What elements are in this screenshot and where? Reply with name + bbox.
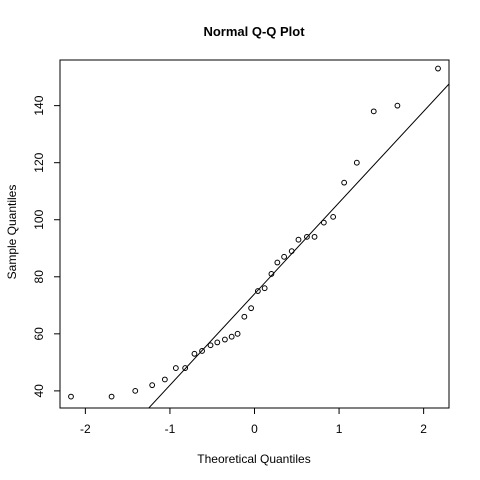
qq-reference-line (148, 83, 449, 408)
x-tick-label: -1 (165, 422, 176, 436)
data-point (394, 102, 401, 109)
plot-frame (59, 59, 450, 409)
data-point (261, 285, 268, 292)
data-point (68, 393, 74, 400)
data-point (370, 108, 377, 115)
data-point (199, 348, 205, 354)
data-point (182, 365, 189, 371)
data-point (274, 259, 281, 266)
data-point (254, 288, 261, 294)
y-axis-label: Sample Quantiles (5, 185, 19, 280)
data-point (207, 342, 214, 349)
x-axis: -2 -1 0 1 2 (80, 408, 427, 436)
data-point (241, 313, 248, 320)
data-point (234, 330, 241, 337)
data-point (295, 236, 302, 243)
data-point (311, 233, 318, 240)
data-point (214, 339, 221, 346)
data-point (320, 219, 327, 226)
y-axis: 40 60 80 100 120 140 (32, 95, 60, 398)
data-point (330, 213, 337, 220)
data-point (172, 365, 179, 371)
data-point (248, 305, 255, 312)
x-tick-label: 2 (420, 422, 427, 436)
data-point (161, 376, 168, 383)
x-axis-label: Theoretical Quantiles (197, 452, 310, 466)
data-point (191, 350, 198, 357)
data-points (68, 65, 441, 400)
x-tick-label: 1 (336, 422, 343, 436)
data-point (228, 333, 235, 340)
data-point (288, 248, 295, 255)
data-point (132, 387, 139, 394)
x-tick-label: 0 (251, 422, 258, 436)
y-tick-label: 140 (32, 95, 46, 115)
data-point (435, 65, 441, 72)
y-tick-label: 100 (32, 209, 46, 229)
data-point (108, 393, 115, 400)
y-tick-label: 80 (32, 270, 46, 284)
data-point (222, 336, 228, 343)
y-tick-label: 60 (32, 327, 46, 341)
data-point (268, 271, 275, 277)
y-tick-label: 40 (32, 384, 46, 398)
data-point (149, 382, 156, 389)
chart-title: Normal Q-Q Plot (203, 24, 305, 39)
plot-layer: -2 -1 0 1 2 40 60 80 100 120 140 (32, 59, 450, 436)
data-point (304, 233, 310, 240)
data-point (281, 253, 287, 260)
y-tick-label: 120 (32, 152, 46, 172)
data-point (341, 179, 348, 186)
data-point (353, 159, 360, 166)
x-tick-label: -2 (80, 422, 91, 436)
